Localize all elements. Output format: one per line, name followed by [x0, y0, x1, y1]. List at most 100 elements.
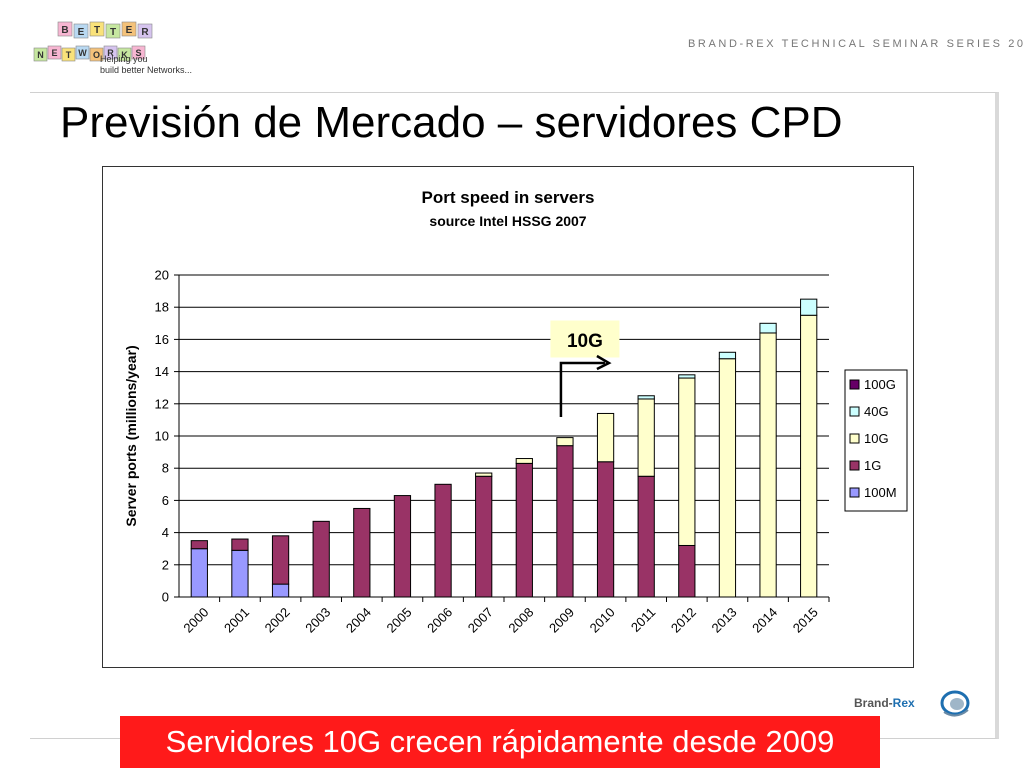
tagline-line-1: Helping you [100, 54, 148, 64]
logo-letter-top: T [94, 25, 100, 36]
x-tick-label: 2007 [465, 605, 496, 636]
bar-segment-10G [800, 314, 818, 598]
logo-block-bottom [33, 47, 48, 62]
x-tick-label: 2009 [546, 605, 577, 636]
logo-letter-bottom: W [78, 48, 87, 58]
logo-block-top [57, 21, 73, 37]
logo-block-top [137, 23, 153, 39]
legend-label: 100M [864, 485, 897, 500]
bar-segment-1G [312, 520, 330, 598]
bar-segment-40G [718, 351, 737, 360]
logo-block-bottom [75, 45, 90, 60]
brand-name: Brand- [854, 696, 893, 710]
bar-segment-1G [515, 462, 533, 598]
tagline-line-2: build better Networks... [100, 65, 193, 75]
logo-letter-top: E [126, 25, 133, 36]
x-tick-label: 2006 [424, 605, 455, 636]
x-tick-label: 2002 [262, 605, 293, 636]
x-tick-label: 2001 [221, 605, 252, 636]
bar-segment-1G [190, 540, 208, 550]
legend-swatch [849, 379, 860, 390]
logo-block-top [105, 23, 121, 39]
logo-letter-top: B [61, 25, 68, 36]
chart-subtitle: source Intel HSSG 2007 [429, 213, 586, 229]
bar-segment-40G [759, 322, 777, 334]
bar-segment-1G [556, 445, 574, 598]
bar-segment-1G [353, 507, 371, 598]
y-tick-label: 20 [155, 268, 169, 283]
logo-letter-bottom: S [135, 48, 141, 58]
x-tick-label: 2003 [302, 605, 333, 636]
x-tick-label: 2012 [668, 605, 699, 636]
legend-swatch [849, 460, 860, 471]
logo-letter-top: T [110, 27, 116, 38]
legend-swatch [849, 433, 860, 444]
x-tick-label: 2011 [628, 605, 658, 635]
bar-segment-10G [678, 377, 696, 546]
chart-title: Port speed in servers [422, 188, 595, 207]
bar-segment-1G [393, 495, 412, 598]
logo-letter-top: R [141, 27, 149, 38]
logo-block-bottom [47, 45, 62, 60]
legend-swatch [849, 487, 860, 498]
y-tick-label: 0 [162, 590, 169, 605]
page-title: Previsión de Mercado – servidores CPD [60, 98, 843, 147]
bar-segment-1G [678, 544, 696, 598]
y-tick-label: 6 [162, 493, 169, 508]
annotation-arrow [559, 361, 605, 417]
bar-segment-100M [231, 549, 249, 598]
logo-letter-bottom: N [37, 50, 44, 60]
brand-rex-logo-text: Brand-Rex [854, 696, 915, 710]
y-tick-label: 8 [162, 461, 169, 476]
bar-segment-10G [759, 332, 777, 598]
bar-segment-10G [515, 458, 533, 464]
legend-label: 10G [864, 431, 889, 446]
seminar-series-header: BRAND-REX TECHNICAL SEMINAR SERIES 2009 [688, 38, 1024, 50]
legend: 100G 40G 10G 1G 100M [844, 369, 908, 512]
logo-block-bottom [103, 45, 118, 60]
bar-segment-1G [637, 475, 655, 598]
y-axis-label: Server ports (millions/year) [123, 345, 139, 526]
legend-label: 40G [864, 404, 889, 419]
tagline: Helping you build better Networks... [100, 54, 192, 76]
logo-block-bottom [131, 45, 146, 60]
legend-swatch [849, 406, 860, 417]
annotation-arrowhead [596, 354, 612, 371]
logo-letter-bottom: K [121, 50, 128, 60]
x-tick-label: 2014 [749, 605, 780, 636]
y-tick-label: 14 [155, 364, 169, 379]
y-tick-label: 16 [155, 332, 169, 347]
logo-letter-top: E [78, 27, 85, 38]
logo-block-top [89, 21, 105, 37]
brand-accent: Rex [892, 696, 915, 710]
y-tick-label: 12 [155, 396, 169, 411]
logo-block-bottom [89, 47, 104, 62]
bar-segment-40G [637, 395, 655, 400]
logo-block-top [73, 23, 89, 39]
y-tick-label: 2 [162, 557, 169, 572]
logo-letter-bottom: O [93, 50, 100, 60]
x-tick-label: 2008 [505, 605, 536, 636]
bar-segment-10G [556, 437, 574, 447]
x-tick-label: 2005 [384, 605, 415, 636]
logo-letter-bottom: R [107, 48, 114, 58]
bar-segment-1G [475, 475, 493, 598]
legend-label: 100G [864, 377, 896, 392]
annotation-label: 10G [567, 331, 603, 352]
bar-segment-10G [475, 472, 493, 477]
logo-block-top [121, 21, 137, 37]
bar-segment-40G [800, 298, 818, 316]
logo-block-bottom [61, 47, 76, 62]
x-tick-label: 2004 [343, 605, 374, 636]
bar-segment-1G [434, 483, 452, 598]
bar-segment-100M [271, 583, 290, 598]
highlight-banner: Servidores 10G crecen rápidamente desde … [120, 716, 880, 768]
annotation: 10G [550, 320, 620, 417]
annotation-box [550, 320, 620, 358]
x-tick-label: 2015 [790, 605, 821, 636]
logo-block-bottom [117, 47, 132, 62]
bar-segment-10G [596, 412, 615, 463]
stacked-bar-chart: Port speed in servers source Intel HSSG … [123, 188, 908, 636]
bar-segment-1G [231, 538, 249, 551]
y-tick-label: 10 [155, 429, 169, 444]
